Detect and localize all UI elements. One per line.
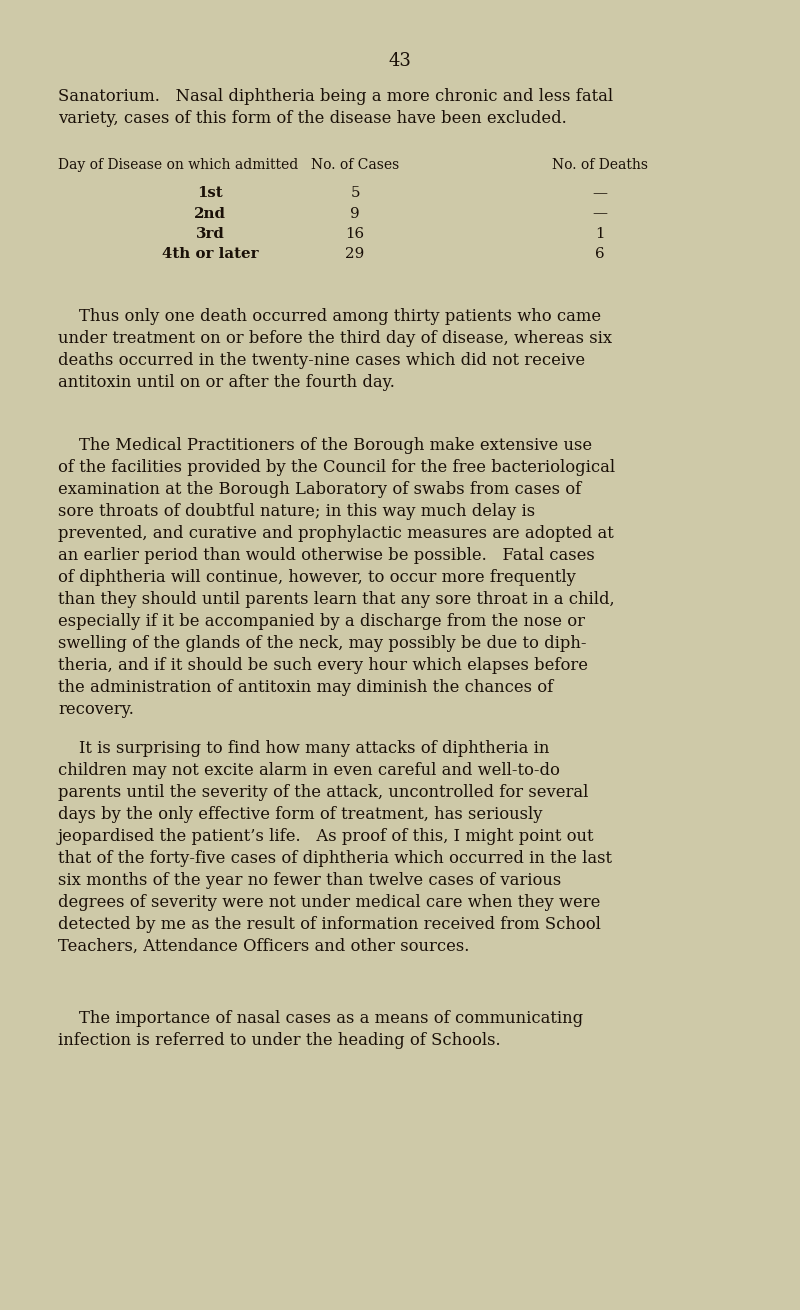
Text: than they should until parents learn that any sore throat in a child,: than they should until parents learn tha… [58,591,614,608]
Text: recovery.: recovery. [58,701,134,718]
Text: degrees of severity were not under medical care when they were: degrees of severity were not under medic… [58,893,600,910]
Text: under treatment on or before the third day of disease, whereas six: under treatment on or before the third d… [58,330,612,347]
Text: examination at the Borough Laboratory of swabs from cases of: examination at the Borough Laboratory of… [58,481,582,498]
Text: 16: 16 [346,227,365,241]
Text: Thus only one death occurred among thirty patients who came: Thus only one death occurred among thirt… [58,308,601,325]
Text: that of the forty-five cases of diphtheria which occurred in the last: that of the forty-five cases of diphther… [58,850,612,867]
Text: Sanatorium.   Nasal diphtheria being a more chronic and less fatal: Sanatorium. Nasal diphtheria being a mor… [58,88,613,105]
Text: variety, cases of this form of the disease have been excluded.: variety, cases of this form of the disea… [58,110,566,127]
Text: No. of Cases: No. of Cases [311,159,399,172]
Text: No. of Deaths: No. of Deaths [552,159,648,172]
Text: parents until the severity of the attack, uncontrolled for several: parents until the severity of the attack… [58,783,588,800]
Text: 1: 1 [595,227,605,241]
Text: 29: 29 [346,248,365,262]
Text: children may not excite alarm in even careful and well-to-do: children may not excite alarm in even ca… [58,762,560,779]
Text: days by the only effective form of treatment, has seriously: days by the only effective form of treat… [58,806,542,823]
Text: Teachers, Attendance Officers and other sources.: Teachers, Attendance Officers and other … [58,938,470,955]
Text: prevented, and curative and prophylactic measures are adopted at: prevented, and curative and prophylactic… [58,525,614,542]
Text: six months of the year no fewer than twelve cases of various: six months of the year no fewer than twe… [58,872,562,889]
Text: deaths occurred in the twenty-nine cases which did not receive: deaths occurred in the twenty-nine cases… [58,352,585,369]
Text: infection is referred to under the heading of Schools.: infection is referred to under the headi… [58,1032,501,1049]
Text: especially if it be accompanied by a discharge from the nose or: especially if it be accompanied by a dis… [58,613,585,630]
Text: It is surprising to find how many attacks of diphtheria in: It is surprising to find how many attack… [58,740,550,757]
Text: 4th or later: 4th or later [162,248,258,262]
Text: 3rd: 3rd [195,227,225,241]
Text: of the facilities provided by the Council for the free bacteriological: of the facilities provided by the Counci… [58,458,615,476]
Text: 6: 6 [595,248,605,262]
Text: 1st: 1st [197,186,223,200]
Text: the administration of antitoxin may diminish the chances of: the administration of antitoxin may dimi… [58,679,554,696]
Text: detected by me as the result of information received from School: detected by me as the result of informat… [58,916,601,933]
Text: —: — [593,186,607,200]
Text: 9: 9 [350,207,360,220]
Text: of diphtheria will continue, however, to occur more frequently: of diphtheria will continue, however, to… [58,569,576,586]
Text: antitoxin until on or after the fourth day.: antitoxin until on or after the fourth d… [58,373,395,390]
Text: jeopardised the patient’s life.   As proof of this, I might point out: jeopardised the patient’s life. As proof… [58,828,594,845]
Text: 2nd: 2nd [194,207,226,220]
Text: swelling of the glands of the neck, may possibly be due to diph-: swelling of the glands of the neck, may … [58,635,586,652]
Text: 43: 43 [389,52,411,69]
Text: —: — [593,207,607,220]
Text: an earlier period than would otherwise be possible.   Fatal cases: an earlier period than would otherwise b… [58,548,594,565]
Text: sore throats of doubtful nature; in this way much delay is: sore throats of doubtful nature; in this… [58,503,535,520]
Text: Day of Disease on which admitted: Day of Disease on which admitted [58,159,298,172]
Text: The Medical Practitioners of the Borough make extensive use: The Medical Practitioners of the Borough… [58,438,592,455]
Text: theria, and if it should be such every hour which elapses before: theria, and if it should be such every h… [58,658,588,675]
Text: 5: 5 [350,186,360,200]
Text: The importance of nasal cases as a means of communicating: The importance of nasal cases as a means… [58,1010,583,1027]
